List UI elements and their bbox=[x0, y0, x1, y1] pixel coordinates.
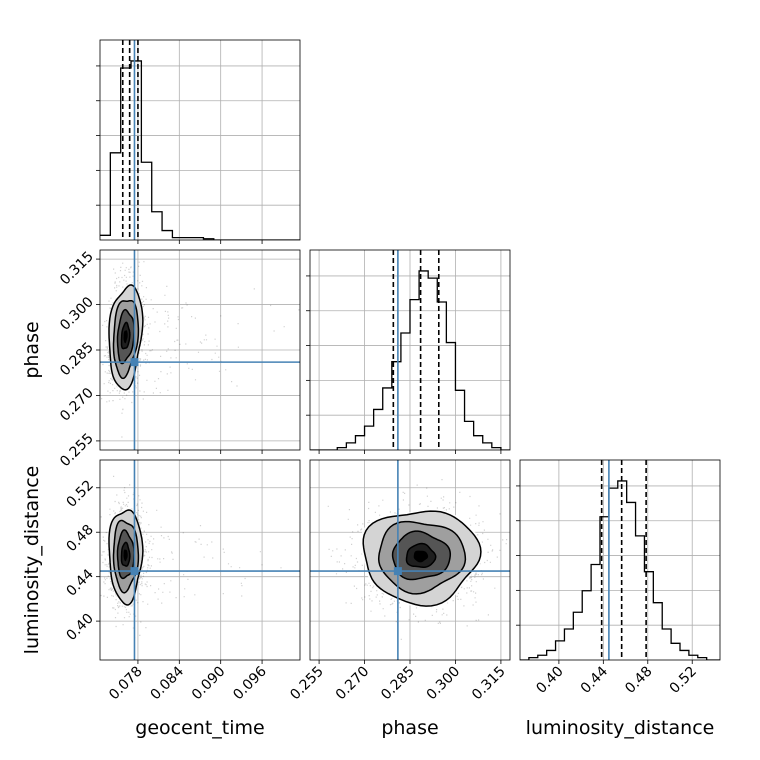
x-tick-label: 0.52 bbox=[667, 664, 700, 697]
x-tick-label: 0.285 bbox=[378, 664, 418, 704]
density-peak bbox=[413, 550, 429, 563]
truth-marker bbox=[130, 567, 139, 576]
truth-marker bbox=[393, 567, 402, 576]
panel-content bbox=[100, 250, 300, 450]
panel-background bbox=[520, 460, 720, 660]
x-tick-label: 0.078 bbox=[106, 664, 146, 704]
x-tick-label: 0.40 bbox=[533, 664, 566, 697]
panel-hist-luminosity_distance bbox=[516, 459, 721, 661]
x-tick-label: 0.255 bbox=[287, 664, 327, 704]
x-tick-label: 0.090 bbox=[189, 664, 229, 704]
panel-hist-phase bbox=[306, 249, 511, 451]
panel-content bbox=[310, 460, 510, 660]
panel-phase_vs_geocent_time bbox=[99, 249, 301, 451]
contour-line-2 bbox=[391, 530, 452, 581]
panel-frame bbox=[519, 459, 721, 661]
contour-line-2 bbox=[116, 308, 135, 365]
panel-frame bbox=[99, 459, 301, 661]
y-tick-label: 0.300 bbox=[57, 294, 97, 334]
histogram-step-luminosity_distance bbox=[520, 480, 720, 660]
y-axis-label-luminosity_distance: luminosity_distance bbox=[21, 466, 43, 655]
x-axis-label-phase: phase bbox=[381, 717, 438, 739]
x-tick-label: 0.48 bbox=[622, 664, 655, 697]
x-tick-label: 0.300 bbox=[424, 664, 464, 704]
x-axis-label-geocent_time: geocent_time bbox=[135, 717, 264, 739]
panel-content bbox=[100, 460, 300, 660]
panel-luminosity_distance_vs_geocent_time bbox=[99, 459, 301, 661]
density-peak bbox=[123, 549, 128, 562]
y-tick-label: 0.255 bbox=[57, 430, 97, 470]
x-tick-label: 0.096 bbox=[230, 663, 270, 703]
y-tick-label: 0.270 bbox=[57, 385, 97, 425]
x-axis-label-luminosity_distance: luminosity_distance bbox=[526, 717, 715, 739]
y-tick-label: 0.285 bbox=[57, 340, 97, 380]
panel-background bbox=[100, 40, 300, 240]
contour-line-3 bbox=[405, 542, 437, 568]
contour-line-2 bbox=[116, 529, 135, 580]
contour-line-3 bbox=[120, 541, 131, 567]
y-tick-label: 0.40 bbox=[63, 611, 96, 644]
contour-line-1 bbox=[112, 519, 140, 594]
y-axis-label-phase: phase bbox=[21, 321, 43, 378]
histogram-step-phase bbox=[310, 270, 510, 450]
y-tick-label: 0.48 bbox=[63, 522, 96, 555]
contour-line-3 bbox=[120, 321, 131, 350]
x-tick-label: 0.44 bbox=[578, 663, 611, 696]
panel-luminosity_distance_vs_phase bbox=[309, 459, 511, 661]
truth-marker bbox=[130, 358, 139, 367]
y-tick-label: 0.44 bbox=[63, 566, 96, 599]
histogram-step-geocent_time bbox=[100, 60, 300, 240]
contour-line-0 bbox=[362, 510, 482, 607]
x-tick-label: 0.315 bbox=[469, 664, 509, 704]
panel-frame bbox=[99, 39, 301, 241]
x-tick-label: 0.084 bbox=[147, 663, 187, 703]
panel-hist-geocent_time bbox=[96, 39, 301, 241]
y-tick-label: 0.315 bbox=[57, 249, 97, 289]
contour-line-1 bbox=[377, 520, 467, 595]
density-peak bbox=[123, 330, 128, 344]
x-tick-label: 0.270 bbox=[333, 664, 373, 704]
y-tick-label: 0.52 bbox=[63, 477, 96, 510]
